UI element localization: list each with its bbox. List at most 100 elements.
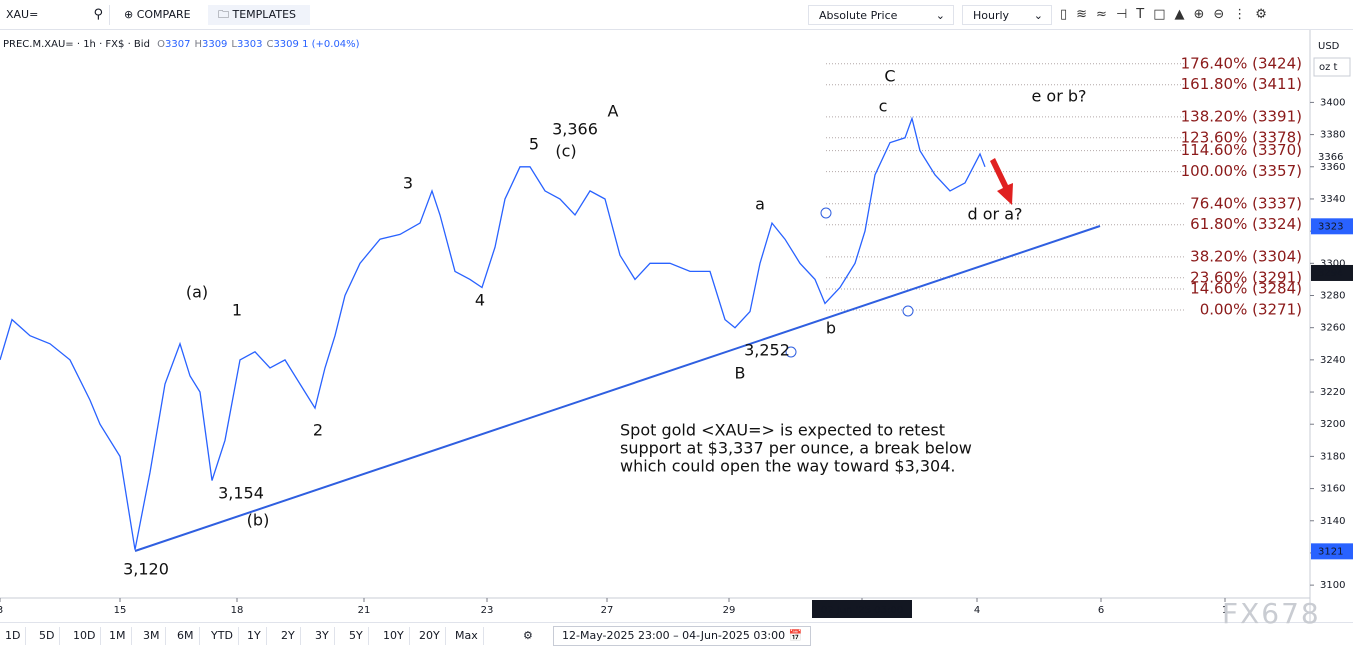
x-tick-label: 27 bbox=[601, 605, 614, 616]
ohlc-label: C bbox=[266, 39, 274, 50]
fib-label: 14.60% (3284) bbox=[1190, 280, 1302, 298]
range-button[interactable]: Max bbox=[450, 627, 484, 645]
y-tick-label: 3300 bbox=[1320, 258, 1345, 269]
interval-select[interactable]: Hourly ⌄ bbox=[962, 5, 1052, 25]
trend-line bbox=[134, 225, 1101, 552]
x-tick-highlight bbox=[812, 600, 912, 618]
tool-icons[interactable]: ▯≋≈⊣T□▲⊕⊖⋮⚙ bbox=[1060, 7, 1276, 22]
range-button[interactable]: 2Y bbox=[276, 627, 301, 645]
range-button[interactable]: 3Y bbox=[310, 627, 335, 645]
symbol: XAU= bbox=[6, 8, 39, 21]
symbol-search[interactable]: XAU= ⚲ bbox=[6, 5, 110, 25]
y-tick-label: 3400 bbox=[1320, 97, 1345, 108]
x-tick-label: 21 bbox=[358, 605, 371, 616]
x-tick-label: 6 bbox=[1098, 605, 1104, 616]
ohlc: O3307 H3309 L3303 C3309 bbox=[153, 39, 299, 50]
wave-label: C bbox=[884, 67, 895, 86]
y-tick-label: 3260 bbox=[1320, 323, 1345, 334]
wave-label: A bbox=[608, 102, 619, 121]
legend: PREC.M.XAU= · 1h · FX$ · Bid O3307 H3309 L… bbox=[3, 39, 360, 50]
wave-label: 2 bbox=[313, 421, 323, 440]
compare-button[interactable]: ⊕ COMPARE bbox=[124, 8, 191, 21]
ohlc-label: O bbox=[157, 39, 165, 50]
range-button[interactable]: 10D bbox=[68, 627, 102, 645]
y-tick-label: 3360 bbox=[1320, 162, 1345, 173]
price-type-select[interactable]: Absolute Price ⌄ bbox=[808, 5, 954, 25]
price-marker-label: 3121 bbox=[1318, 546, 1343, 557]
date-range-label: 12-May-2025 23:00 – 04-Jun-2025 03:00 bbox=[562, 629, 786, 642]
note-line: support at $3,337 per ounce, a break bel… bbox=[620, 439, 972, 458]
fib-label: 138.20% (3391) bbox=[1181, 107, 1302, 125]
anchor-point bbox=[902, 305, 914, 317]
fib-label: 161.80% (3411) bbox=[1181, 75, 1302, 93]
date-range[interactable]: 12-May-2025 23:00 – 04-Jun-2025 03:00 📅 bbox=[553, 626, 812, 646]
price-type: Absolute Price bbox=[819, 9, 898, 22]
price-line bbox=[0, 116, 986, 550]
x-tick-label: 4 bbox=[974, 605, 980, 616]
price-marker-label: 3366 bbox=[1318, 152, 1343, 163]
x-tick-label: 23 bbox=[481, 605, 494, 616]
axis-unit: USD bbox=[1318, 41, 1340, 52]
ohlc-value: 3309 bbox=[201, 39, 228, 50]
wave-label: e or b? bbox=[1031, 87, 1086, 106]
fib-label: 123.60% (3378) bbox=[1181, 128, 1302, 146]
ohlc-value: 3303 bbox=[237, 39, 263, 50]
compare-label: COMPARE bbox=[136, 8, 191, 21]
x-tick-label: 3 bbox=[0, 605, 3, 616]
y-tick-label: 3140 bbox=[1320, 516, 1345, 527]
wave-label: 1 bbox=[232, 301, 242, 320]
legend-symbol: PREC.M.XAU= · 1h · FX$ · Bid bbox=[3, 39, 150, 50]
anchor-point bbox=[820, 207, 832, 219]
x-tick-label: 1 bbox=[1222, 605, 1228, 616]
ohlc-value: 3307 bbox=[164, 39, 191, 50]
wave-label: (b) bbox=[247, 511, 270, 530]
x-tick-label: 29 bbox=[723, 605, 736, 616]
y-tick-label: 3280 bbox=[1320, 290, 1345, 301]
fib-label: 38.20% (3304) bbox=[1190, 247, 1302, 265]
range-button[interactable]: 5D bbox=[34, 627, 61, 645]
y-tick-label: 3100 bbox=[1320, 580, 1345, 591]
y-tick-label: 3240 bbox=[1320, 355, 1345, 366]
red-arrow bbox=[990, 158, 1013, 205]
interval: Hourly bbox=[973, 9, 1010, 22]
wave-label: 3,120 bbox=[123, 560, 169, 579]
wave-label: b bbox=[826, 319, 836, 338]
wave-label: (a) bbox=[186, 283, 208, 302]
y-tick-label: 3200 bbox=[1320, 419, 1345, 430]
wave-label: 3 bbox=[403, 174, 413, 193]
wave-label: d or a? bbox=[968, 205, 1023, 224]
legend-change: 1 (+0.04%) bbox=[302, 39, 360, 50]
toolbar: XAU= ⚲ ⊕ COMPARE 🗀 TEMPLATES Absolute Pri… bbox=[0, 0, 1353, 30]
note-line: Spot gold <XAU=> is expected to retest bbox=[620, 421, 945, 440]
range-button[interactable]: 3M bbox=[138, 627, 166, 645]
range-button[interactable]: 1D bbox=[0, 627, 27, 645]
fib-label: 76.40% (3337) bbox=[1190, 194, 1302, 212]
templates-label: TEMPLATES bbox=[232, 8, 297, 21]
x-tick-label: 02 Jun '25 03:00 bbox=[821, 605, 903, 616]
fib-label: 23.60% (3291) bbox=[1190, 268, 1302, 286]
wave-label: 4 bbox=[475, 291, 485, 310]
range-button[interactable]: 1Y bbox=[242, 627, 267, 645]
fib-label: 100.00% (3357) bbox=[1181, 162, 1302, 180]
watermark: FX678 bbox=[1222, 597, 1321, 630]
price-marker-box bbox=[1311, 264, 1353, 281]
range-button[interactable]: YTD bbox=[206, 627, 239, 645]
wave-label: 3,366 bbox=[552, 120, 598, 139]
fib-label: 61.80% (3324) bbox=[1190, 215, 1302, 233]
settings[interactable]: ⚙ bbox=[523, 629, 533, 642]
fib-label: 176.40% (3424) bbox=[1181, 54, 1302, 72]
fib-label: 114.60% (3370) bbox=[1181, 141, 1302, 159]
range-button[interactable]: 5Y bbox=[344, 627, 369, 645]
y-tick-label: 3380 bbox=[1320, 130, 1345, 141]
range-button[interactable]: 1M bbox=[104, 627, 132, 645]
templates-button[interactable]: 🗀 TEMPLATES bbox=[208, 5, 310, 25]
range-button[interactable]: 20Y bbox=[414, 627, 446, 645]
ohlc-label: H bbox=[194, 39, 202, 50]
range-button[interactable]: 6M bbox=[172, 627, 200, 645]
axis-weight: oz t bbox=[1319, 62, 1338, 73]
range-button[interactable]: 10Y bbox=[378, 627, 410, 645]
y-tick-label: 3220 bbox=[1320, 387, 1345, 398]
wave-label: a bbox=[755, 195, 765, 214]
y-tick-label: 3180 bbox=[1320, 451, 1345, 462]
